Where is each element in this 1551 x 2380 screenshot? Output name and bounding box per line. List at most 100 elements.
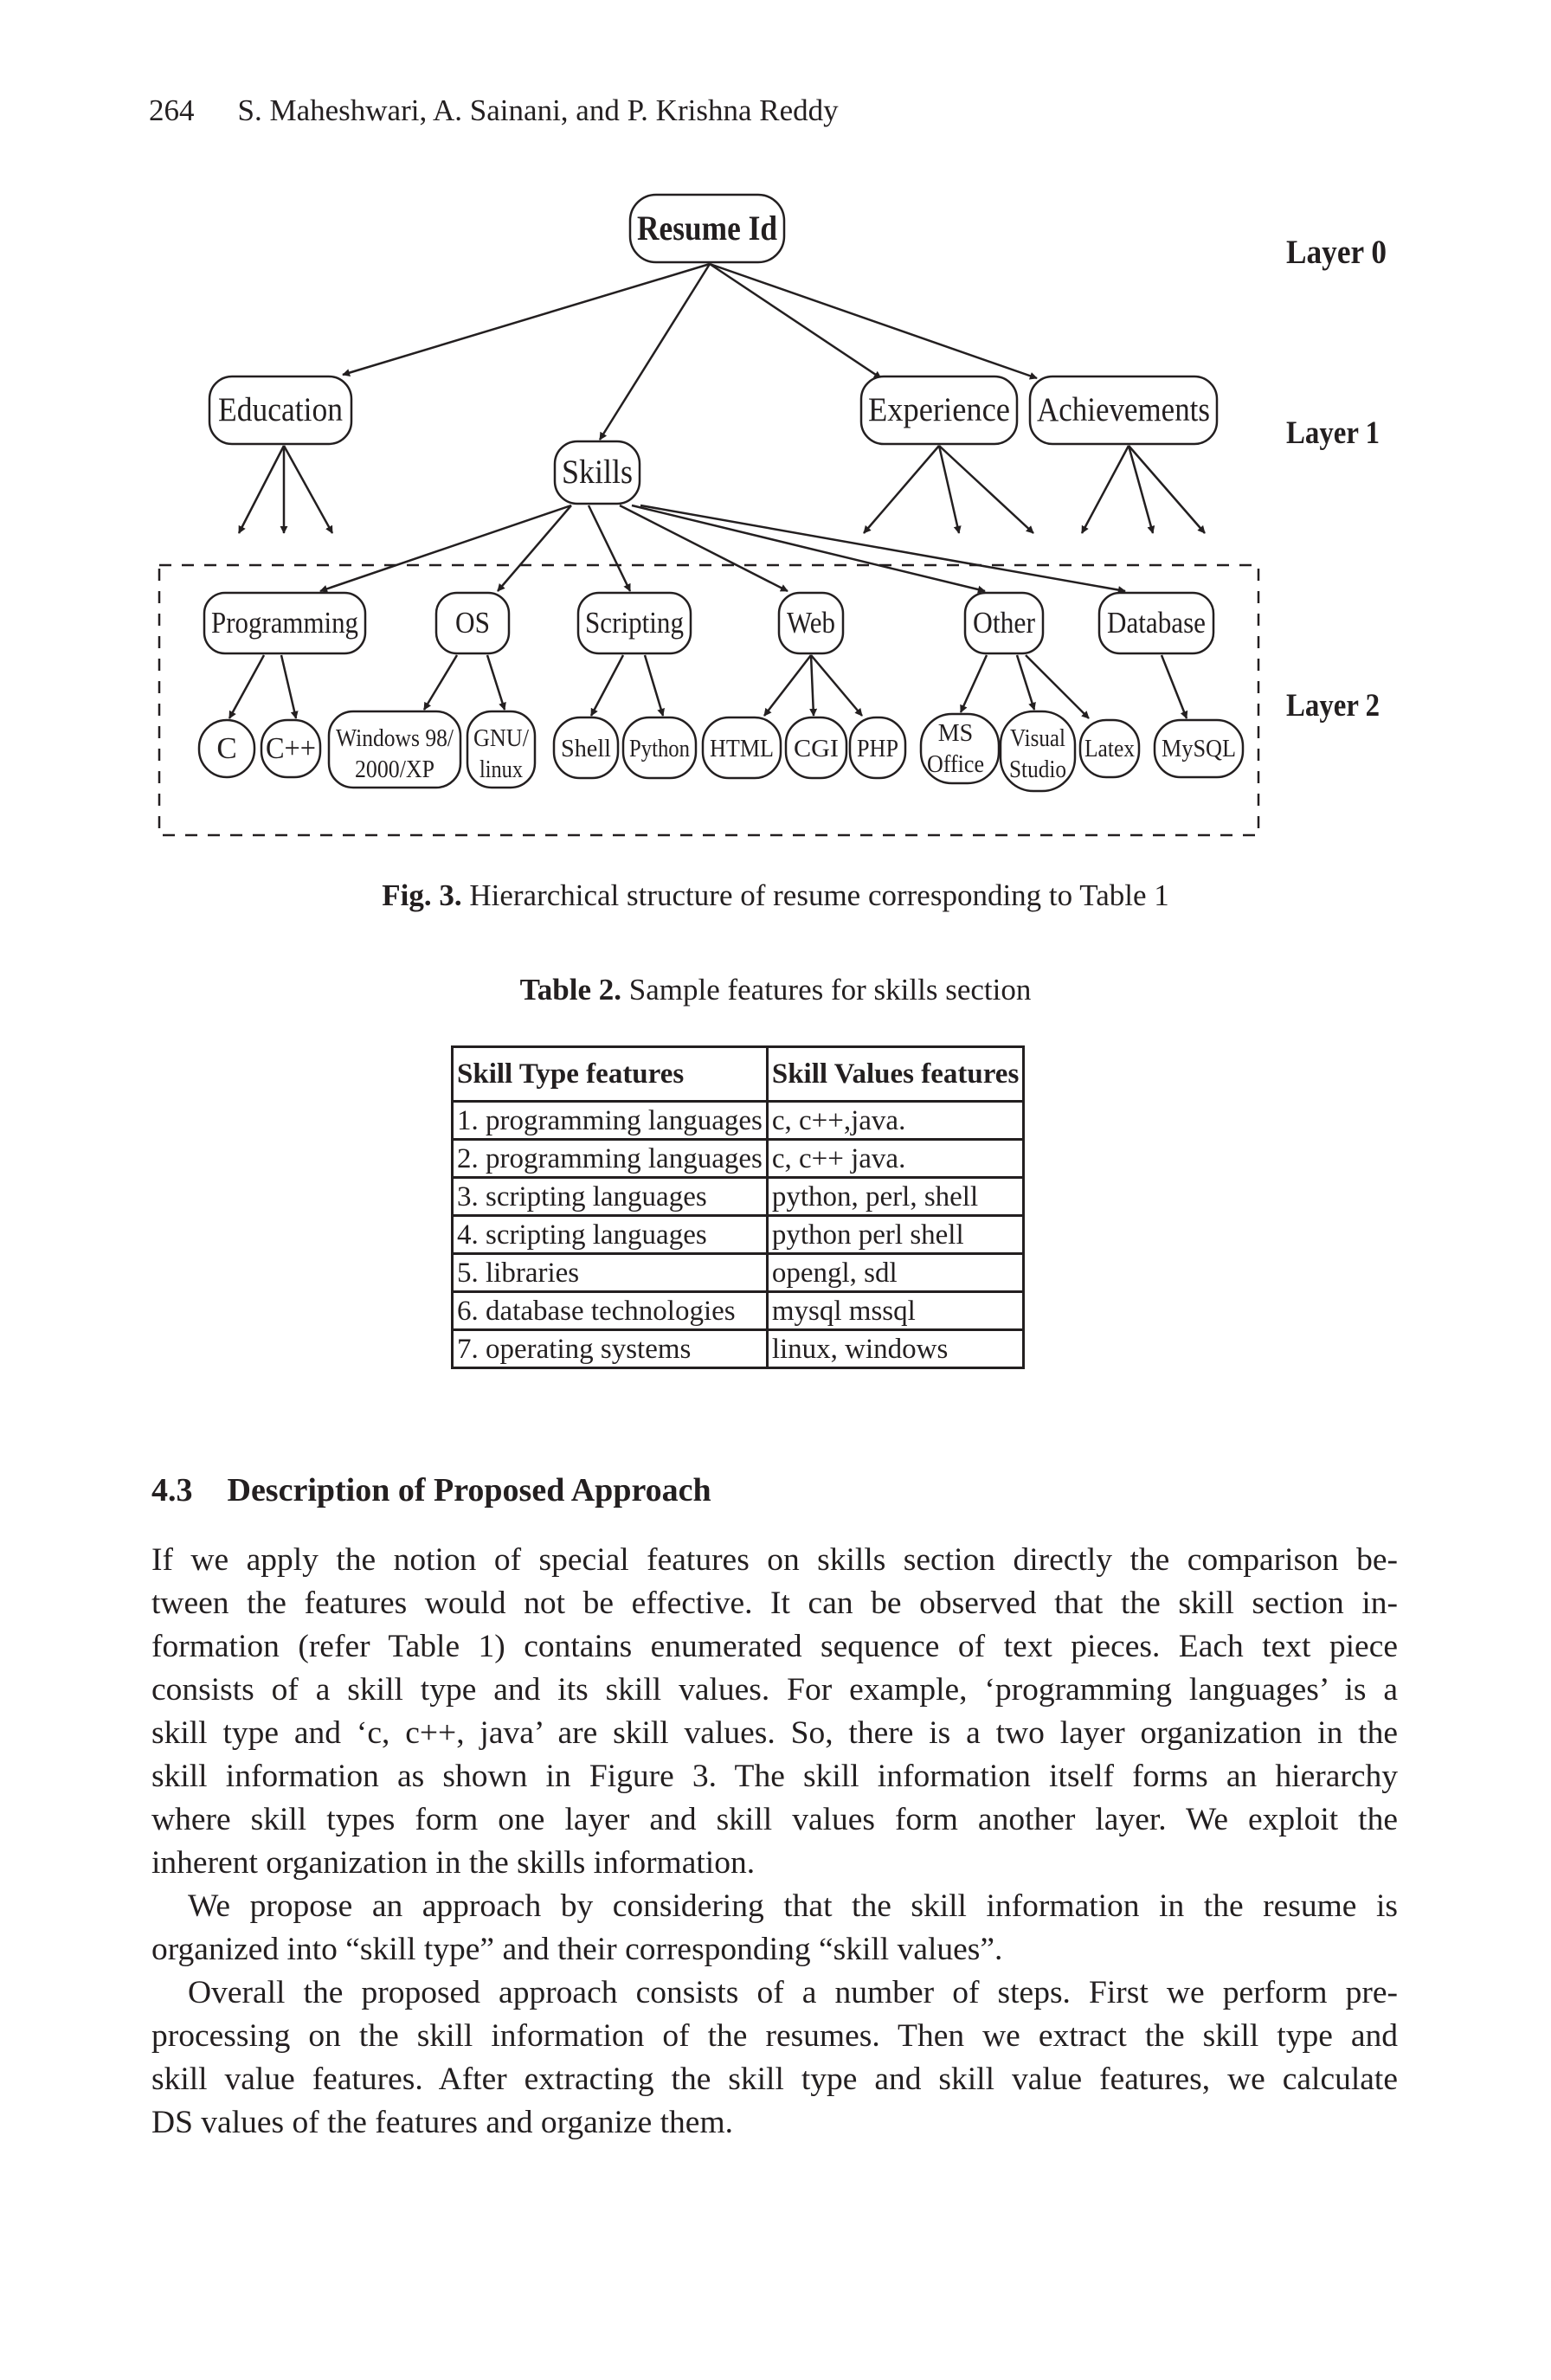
leaf-mysql: MySQL — [1153, 718, 1245, 779]
text-line: skill type and ‘c, c++, java’ are skill … — [151, 1715, 1398, 1751]
text-line: consists of a skill type and its skill v… — [151, 1672, 1398, 1708]
column-header: Skill Values features — [765, 1045, 1026, 1103]
figure-caption-text: Hierarchical structure of resume corresp… — [469, 878, 1169, 912]
table-cell: python perl shell — [765, 1214, 1026, 1255]
svg-text:Achievements: Achievements — [1037, 391, 1210, 428]
table-cell: 5. libraries — [451, 1252, 769, 1293]
table-cell: 7. operating systems — [451, 1328, 769, 1369]
table-cell: mysql mssql — [765, 1290, 1026, 1331]
text-line: processing on the skill information of t… — [151, 2018, 1398, 2054]
leaf-shell: Shell — [552, 716, 620, 780]
layer-0-label: Layer 0 — [1286, 234, 1387, 271]
table-row: 3. scripting languages python, perl, shel… — [451, 1176, 1026, 1217]
table-cell: c, c++ java. — [765, 1138, 1026, 1179]
node-resume-id: Resume Id — [628, 193, 786, 264]
text-line: formation (refer Table 1) contains enume… — [151, 1629, 1398, 1664]
svg-text:Education: Education — [218, 391, 343, 428]
leaf-cpp: C++ — [260, 718, 322, 779]
layer2-dashed-box — [158, 563, 1260, 837]
leaf-gnu-linux: GNU/ linux — [466, 710, 537, 789]
section-title-text: Description of Proposed Approach — [227, 1472, 711, 1508]
node-web: Web — [777, 591, 845, 655]
leaf-windows: Windows 98/ 2000/XP — [327, 710, 462, 789]
text-line: skill information as shown in Figure 3. … — [151, 1759, 1398, 1794]
table-caption-label: Table 2. — [519, 973, 621, 1007]
table-row: 5. libraries opengl, sdl — [451, 1252, 1026, 1293]
table-cell: 3. scripting languages — [451, 1176, 769, 1217]
leaf-php: PHP — [848, 716, 907, 780]
node-education: Education — [208, 375, 353, 446]
svg-text:MySQL: MySQL — [1162, 736, 1236, 762]
table-row: 4. scripting languages python perl shell — [451, 1214, 1026, 1255]
resume-hierarchy-figure: Resume Id Education Skills Experience Ac… — [158, 193, 1387, 837]
header-authors: S. Maheshwari, A. Sainani, and P. Krishn… — [237, 93, 839, 127]
paragraph-2: We propose an approach by considering th… — [151, 1885, 1398, 1972]
table-row: 7. operating systems linux, windows — [451, 1328, 1026, 1369]
section-number: 4.3 — [151, 1472, 193, 1508]
svg-text:Shell: Shell — [561, 735, 611, 762]
paragraph-1: If we apply the notion of special featur… — [151, 1539, 1398, 1885]
svg-text:Web: Web — [787, 606, 835, 640]
node-achievements: Achievements — [1028, 375, 1219, 446]
svg-text:GNU/: GNU/ — [473, 725, 529, 752]
column-header: Skill Type features — [451, 1045, 769, 1103]
svg-text:OS: OS — [455, 606, 490, 640]
layer-2-label: Layer 2 — [1286, 688, 1380, 724]
svg-text:Windows 98/: Windows 98/ — [336, 725, 454, 752]
table-row: 2. programming languages c, c++ java. — [451, 1138, 1026, 1179]
text-line: where skill types form one layer and ski… — [151, 1802, 1398, 1837]
text-line: tween the features would not be effectiv… — [151, 1586, 1398, 1621]
leaf-html: HTML — [701, 716, 782, 780]
svg-text:2000/XP: 2000/XP — [355, 756, 434, 783]
table-row: 1. programming languages c, c++,java. — [451, 1100, 1026, 1141]
text-line: skill value features. After extracting t… — [151, 2062, 1398, 2097]
running-header: 264 S. Maheshwari, A. Sainani, and P. Kri… — [149, 93, 839, 128]
table-cell: opengl, sdl — [765, 1252, 1026, 1293]
svg-text:Visual: Visual — [1010, 725, 1065, 752]
svg-text:HTML: HTML — [710, 735, 774, 762]
svg-text:PHP: PHP — [857, 735, 898, 762]
leaf-ms-office: MS Office — [919, 712, 1001, 785]
leaf-latex: Latex — [1078, 718, 1141, 779]
layer-1-label: Layer 1 — [1286, 415, 1380, 451]
text-line: organized into “skill type” and their co… — [151, 1932, 1003, 1967]
svg-text:Programming: Programming — [211, 606, 358, 640]
node-programming: Programming — [203, 591, 367, 655]
node-database: Database — [1097, 591, 1215, 655]
table-cell: c, c++,java. — [765, 1100, 1026, 1141]
svg-text:Office: Office — [927, 751, 984, 778]
text-line: DS values of the features and organize t… — [151, 2105, 733, 2140]
table-caption: Table 2. Sample features for skills sect… — [0, 973, 1551, 1007]
text-line: Overall the proposed approach consists o… — [188, 1975, 1398, 2010]
figure-caption: Fig. 3. Hierarchical structure of resume… — [0, 878, 1551, 913]
leaf-cgi: CGI — [784, 716, 848, 780]
svg-text:Latex: Latex — [1084, 736, 1135, 762]
page-number: 264 — [149, 93, 195, 127]
figure-caption-label: Fig. 3. — [382, 878, 462, 912]
table-cell: python, perl, shell — [765, 1176, 1026, 1217]
svg-text:Skills: Skills — [562, 453, 633, 491]
section-heading: 4.3 Description of Proposed Approach — [151, 1471, 711, 1509]
table-row: 6. database technologies mysql mssql — [451, 1290, 1026, 1331]
svg-text:Database: Database — [1107, 606, 1206, 640]
table-cell: 4. scripting languages — [451, 1214, 769, 1255]
leaf-c: C — [197, 718, 256, 779]
svg-text:Studio: Studio — [1009, 756, 1066, 783]
paragraph-3: Overall the proposed approach consists o… — [151, 1972, 1398, 2145]
svg-text:Python: Python — [629, 735, 690, 762]
skills-features-table: Skill Type features Skill Values feature… — [451, 1045, 1026, 1369]
leaf-python: Python — [621, 716, 698, 780]
table-cell: 2. programming languages — [451, 1138, 769, 1179]
svg-text:Other: Other — [973, 606, 1035, 640]
hierarchy-edges — [228, 262, 1206, 719]
node-os: OS — [434, 591, 511, 655]
svg-text:C: C — [216, 731, 236, 765]
table-caption-text: Sample features for skills section — [628, 973, 1032, 1007]
table-cell: 1. programming languages — [451, 1100, 769, 1141]
svg-text:Experience: Experience — [868, 391, 1010, 428]
node-experience: Experience — [859, 375, 1019, 446]
svg-text:CGI: CGI — [794, 735, 839, 762]
svg-text:Resume Id: Resume Id — [637, 209, 777, 248]
table-header-row: Skill Type features Skill Values feature… — [451, 1045, 1026, 1103]
leaf-visual-studio: Visual Studio — [999, 710, 1077, 793]
